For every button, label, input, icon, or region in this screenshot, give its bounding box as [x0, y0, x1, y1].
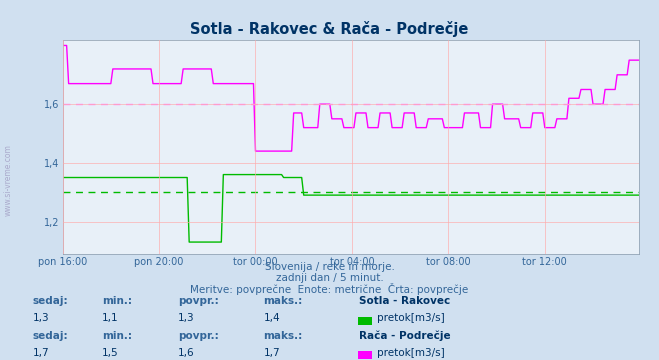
Text: povpr.:: povpr.: [178, 331, 219, 341]
Text: Sotla - Rakovec: Sotla - Rakovec [359, 296, 450, 306]
Text: povpr.:: povpr.: [178, 296, 219, 306]
Text: Sotla - Rakovec & Rača - Podrečje: Sotla - Rakovec & Rača - Podrečje [190, 21, 469, 37]
Text: pretok[m3/s]: pretok[m3/s] [377, 348, 445, 358]
Text: 1,4: 1,4 [264, 313, 280, 323]
Text: www.si-vreme.com: www.si-vreme.com [4, 144, 13, 216]
Text: 1,7: 1,7 [264, 348, 280, 358]
Text: Slovenija / reke in morje.: Slovenija / reke in morje. [264, 262, 395, 272]
Text: zadnji dan / 5 minut.: zadnji dan / 5 minut. [275, 273, 384, 283]
Text: 1,3: 1,3 [33, 313, 49, 323]
Text: maks.:: maks.: [264, 331, 303, 341]
Text: maks.:: maks.: [264, 296, 303, 306]
Text: 1,1: 1,1 [102, 313, 119, 323]
Text: Meritve: povprečne  Enote: metrične  Črta: povprečje: Meritve: povprečne Enote: metrične Črta:… [190, 283, 469, 295]
Text: Rača - Podrečje: Rača - Podrečje [359, 330, 451, 341]
Text: 1,7: 1,7 [33, 348, 49, 358]
Text: sedaj:: sedaj: [33, 331, 69, 341]
Text: sedaj:: sedaj: [33, 296, 69, 306]
Text: 1,3: 1,3 [178, 313, 194, 323]
Text: min.:: min.: [102, 331, 132, 341]
Text: 1,6: 1,6 [178, 348, 194, 358]
Text: 1,5: 1,5 [102, 348, 119, 358]
Text: min.:: min.: [102, 296, 132, 306]
Text: pretok[m3/s]: pretok[m3/s] [377, 313, 445, 323]
